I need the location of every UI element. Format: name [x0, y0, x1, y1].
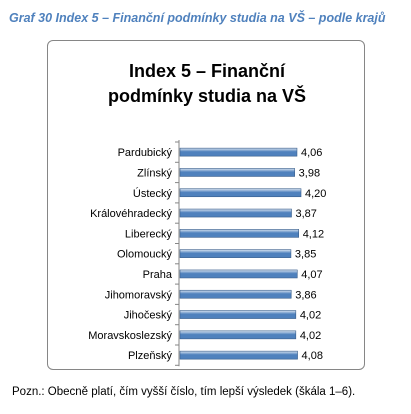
figure-caption: Graf 30 Index 5 – Finanční podmínky stud…	[9, 11, 386, 25]
value-label-box	[297, 327, 327, 342]
bar	[179, 330, 297, 340]
value-label-box	[299, 348, 329, 363]
chart-title-line-2: podmínky studia na VŠ	[107, 86, 307, 106]
category-label: Liberecký	[125, 228, 173, 240]
value-label: 4,12	[303, 228, 324, 240]
category-label: Královéhradecký	[90, 208, 172, 220]
category-label: Moravskoslezský	[88, 330, 172, 342]
value-label: 4,06	[301, 147, 322, 159]
chart-frame: Index 5 – Finanční podmínky studia na VŠ…	[47, 40, 365, 370]
bar	[179, 208, 292, 218]
bar	[179, 310, 297, 319]
value-label: 3,85	[295, 249, 316, 261]
value-label-box	[300, 226, 330, 241]
category-label: Jihomoravský	[105, 289, 173, 301]
bar	[179, 249, 292, 258]
bar	[179, 289, 292, 299]
value-label: 3,86	[295, 289, 316, 301]
value-label: 4,07	[301, 269, 322, 281]
bars-layer: Pardubický 4,06 Zlínský 3,98 Ústecký 4,20 Král…	[88, 140, 332, 367]
bar	[179, 229, 299, 238]
value-label: 3,98	[299, 167, 320, 179]
value-label-box	[303, 185, 332, 200]
value-label: 4,02	[300, 330, 321, 342]
category-label: Olomoucký	[117, 249, 173, 261]
value-label: 3,87	[295, 208, 316, 220]
value-label: 4,08	[302, 350, 323, 362]
value-label-box	[293, 206, 323, 221]
category-label: Ústecký	[133, 187, 173, 200]
value-label: 4,20	[305, 188, 326, 200]
value-label-box	[293, 287, 323, 302]
value-label-box	[292, 246, 322, 261]
bar	[179, 168, 295, 177]
value-label-box	[296, 165, 326, 180]
bar	[179, 147, 298, 157]
category-label: Praha	[143, 269, 173, 281]
bar	[179, 350, 298, 360]
category-label: Zlínský	[137, 167, 172, 179]
chart-title-line-1: Index 5 – Finanční	[128, 61, 286, 81]
footnote: Pozn.: Obecně platí, čím vyšší číslo, tí…	[12, 386, 356, 398]
value-label-box	[297, 307, 327, 322]
category-label: Jihočeský	[124, 310, 173, 322]
value-label: 4,02	[300, 310, 321, 322]
bar-chart-plot: Pardubický 4,06 Zlínský 3,98 Ústecký 4,20 Král…	[88, 140, 332, 367]
value-label-box	[298, 145, 328, 160]
value-label-box	[299, 266, 329, 281]
bar	[179, 269, 298, 279]
bar	[179, 188, 302, 198]
category-label: Pardubický	[118, 147, 173, 159]
category-label: Plzeňský	[128, 350, 173, 362]
